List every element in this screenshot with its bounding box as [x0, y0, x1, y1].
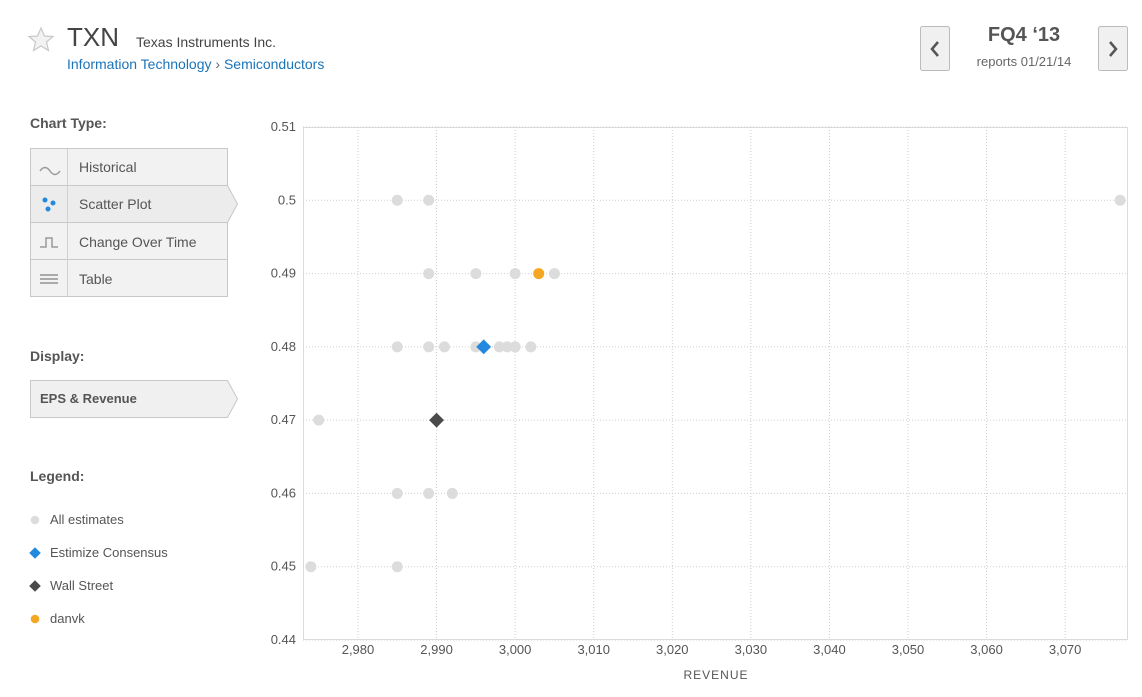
- separator: ›: [215, 56, 221, 72]
- industry-link[interactable]: Semiconductors: [223, 56, 325, 72]
- legend-symbol: [30, 515, 40, 525]
- prev-icon: [930, 41, 939, 57]
- ticker: TXN: [67, 22, 119, 52]
- button-bg-active[interactable]: [30, 185, 239, 223]
- star-icon[interactable]: [27, 26, 55, 52]
- x-axis-label: REVENUE: [683, 668, 748, 682]
- point: [429, 412, 444, 428]
- legend-symbol: [30, 614, 40, 624]
- point: [446, 487, 458, 499]
- point: [470, 268, 482, 280]
- button-bg[interactable]: [30, 259, 228, 297]
- point: [476, 339, 492, 355]
- point: [438, 341, 450, 353]
- point: [391, 487, 403, 499]
- x-tick-label: 2,990: [420, 642, 453, 657]
- point: [423, 341, 435, 353]
- historical-icon: [39, 166, 61, 176]
- point: [470, 341, 482, 353]
- chart-type-option[interactable]: Table: [79, 271, 113, 287]
- point: [391, 194, 403, 206]
- display-button-bg[interactable]: [30, 380, 239, 418]
- legend-entry: All estimates: [50, 512, 124, 527]
- breadcrumb: Information Technology › Semiconductors: [67, 56, 324, 72]
- y-tick-label: 0.46: [271, 485, 296, 500]
- point: [1114, 194, 1126, 206]
- point: [525, 341, 537, 353]
- y-tick-label: 0.5: [278, 192, 296, 207]
- chart-type-label: Chart Type:: [30, 115, 107, 131]
- x-tick-label: 3,060: [970, 642, 1003, 657]
- x-tick-label: 3,030: [735, 642, 768, 657]
- x-tick-label: 2,980: [342, 642, 375, 657]
- x-tick-label: 3,000: [499, 642, 532, 657]
- x-tick-label: 3,070: [1049, 642, 1082, 657]
- y-tick-label: 0.51: [271, 119, 296, 134]
- point: [423, 268, 435, 280]
- scatter-icon: [45, 206, 51, 212]
- y-tick-label: 0.49: [271, 266, 296, 281]
- chart-type-option[interactable]: Historical: [79, 159, 137, 175]
- table-icon: [40, 274, 58, 284]
- point: [509, 268, 521, 280]
- next-icon: [1109, 41, 1118, 57]
- point: [313, 414, 325, 426]
- y-tick-label: 0.44: [271, 632, 296, 647]
- y-tick-label: 0.48: [271, 339, 296, 354]
- prev-button[interactable]: [920, 26, 950, 71]
- point: [501, 341, 513, 353]
- point: [533, 268, 545, 280]
- legend-symbol: [29, 547, 41, 559]
- point: [493, 341, 505, 353]
- point: [423, 194, 435, 206]
- sector-link[interactable]: Information Technology: [67, 56, 212, 72]
- point: [391, 341, 403, 353]
- x-tick-label: 3,010: [577, 642, 610, 657]
- report-date: reports 01/21/14: [976, 54, 1072, 69]
- legend-label: Legend:: [30, 468, 85, 484]
- chart-type-option[interactable]: Change Over Time: [79, 234, 197, 250]
- y-tick-label: 0.45: [271, 559, 296, 574]
- point: [305, 561, 317, 573]
- y-tick-label: 0.47: [271, 412, 296, 427]
- legend-marker: [29, 580, 41, 592]
- button-bg[interactable]: [30, 148, 228, 186]
- scatter-icon: [42, 197, 48, 203]
- display-label: Display:: [30, 348, 85, 364]
- chart-type-buttons: [30, 148, 239, 418]
- company-name: Texas Instruments Inc.: [136, 34, 277, 50]
- quarter: FQ4 ‘13: [987, 24, 1061, 46]
- plot-border: [303, 127, 1128, 640]
- point: [548, 268, 560, 280]
- next-button[interactable]: [1098, 26, 1128, 71]
- scatter-icon: [50, 200, 56, 206]
- change-icon: [40, 237, 58, 248]
- point: [509, 341, 521, 353]
- legend-entry: Estimize Consensus: [50, 545, 168, 560]
- x-tick-label: 3,050: [892, 642, 925, 657]
- legend-marker: [30, 614, 40, 624]
- legend-symbol: [29, 580, 41, 592]
- point: [391, 561, 403, 573]
- legend-entry: danvk: [50, 611, 85, 626]
- x-tick-label: 3,020: [656, 642, 689, 657]
- x-tick-label: 3,040: [813, 642, 846, 657]
- point: [423, 487, 435, 499]
- legend-entry: Wall Street: [50, 578, 114, 593]
- legend-marker: [29, 547, 41, 559]
- chart-type-option[interactable]: Scatter Plot: [79, 196, 152, 212]
- display-option[interactable]: EPS & Revenue: [40, 391, 137, 406]
- legend-marker: [30, 515, 40, 525]
